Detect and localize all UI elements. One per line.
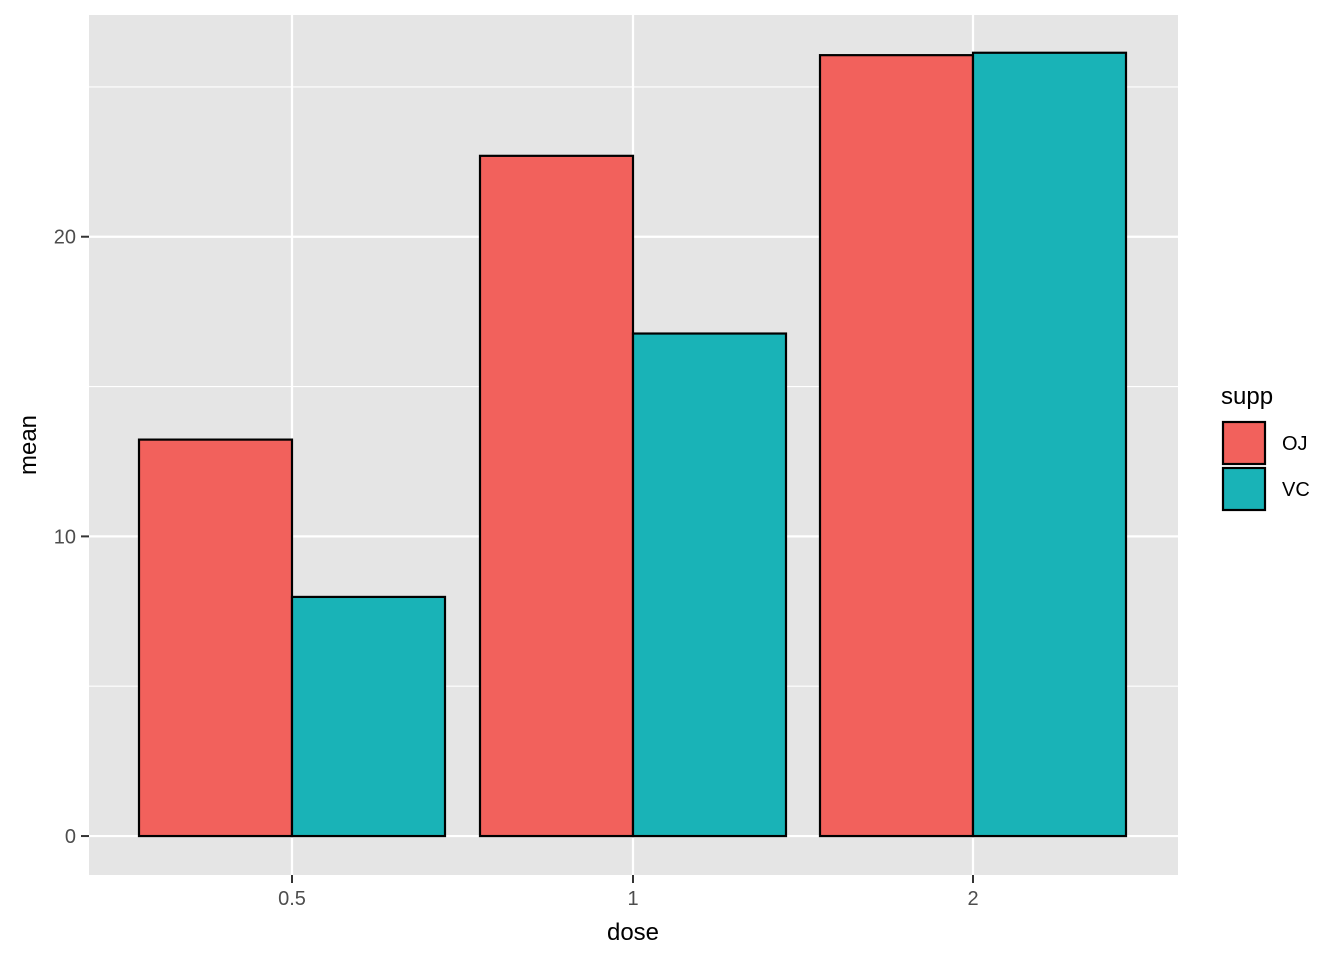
x-axis-title: dose — [607, 919, 659, 946]
legend-items: OJ VC — [1221, 420, 1310, 512]
legend-title: supp — [1221, 383, 1273, 410]
legend-key-OJ — [1221, 420, 1267, 466]
axis-layer: 0 10 20 0.5 1 2 — [54, 227, 979, 910]
y-tick-label: 10 — [54, 526, 76, 548]
x-tick-label: 2 — [967, 888, 978, 910]
legend-label-VC: VC — [1282, 479, 1310, 501]
y-tick-label: 0 — [65, 826, 76, 848]
bar-layer — [137, 51, 1128, 838]
y-axis-title: mean — [15, 415, 42, 475]
legend-label-OJ: OJ — [1282, 433, 1308, 455]
bar-VC-1 — [631, 332, 788, 838]
legend-key-VC — [1221, 466, 1267, 512]
bar-OJ-2 — [818, 54, 975, 838]
bar-VC-2 — [971, 51, 1128, 838]
bar-OJ-1 — [478, 154, 635, 838]
bar-OJ-0.5 — [137, 438, 294, 838]
x-tick-label: 1 — [627, 888, 638, 910]
bar-VC-0.5 — [290, 595, 447, 838]
x-tick-label: 0.5 — [278, 888, 306, 910]
y-tick-label: 20 — [54, 227, 76, 249]
legend: supp OJ VC — [1221, 383, 1310, 512]
